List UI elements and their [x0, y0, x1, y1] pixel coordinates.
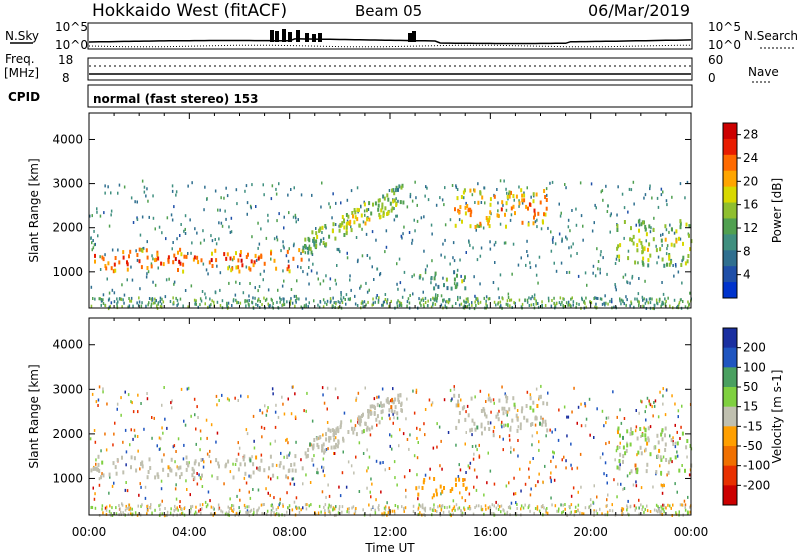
freq-tick-bottom: 8	[62, 71, 70, 85]
station-title: Hokkaido West (fitACF)	[92, 1, 287, 21]
beam-title: Beam 05	[355, 2, 422, 20]
echo-region	[616, 219, 693, 268]
echo-region	[453, 393, 549, 438]
nave-tick-top: 60	[708, 53, 723, 67]
x-tick-label: 20:00	[573, 525, 608, 539]
scatter-pixels	[89, 179, 692, 311]
echo-region	[415, 477, 467, 498]
noise-tick-top-left: 10^5	[55, 20, 88, 34]
velocity-panel: 1000 2000 3000 4000 Slant Range [km] 200 100 50…	[27, 317, 784, 539]
nsky-spike	[296, 30, 300, 42]
colorbar-tick-label: -100	[743, 459, 770, 473]
nsky-spike	[318, 33, 322, 42]
nave-tick-bottom: 0	[708, 71, 716, 85]
noise-panel: N.Sky 10^5 10^0 10^5 10^0 N.Search	[5, 20, 798, 52]
echo-region	[94, 247, 304, 274]
colorbar-label: Velocity [m s-1]	[770, 370, 784, 464]
nsearch-trace	[88, 44, 691, 48]
y-tick-label: 2000	[52, 221, 83, 235]
colorbar-tick-label: -200	[743, 478, 770, 492]
y-tick-label: 4000	[52, 338, 83, 352]
x-axis-label: Time UT	[364, 541, 415, 554]
colorbar-tick-label: 16	[743, 198, 758, 212]
nsky-spike	[312, 34, 316, 42]
echo-region	[302, 183, 405, 255]
colorbar-tick-label: 20	[743, 174, 758, 188]
colorbar-tick-label: 8	[743, 244, 751, 258]
nsky-spike	[270, 30, 274, 42]
echo-region	[304, 393, 403, 462]
colorbar: 4 8 12 16 20 24 28 Power [dB]	[722, 122, 784, 299]
noise-tick-top-right: 10^5	[708, 20, 741, 34]
y-tick-label: 1000	[52, 471, 83, 485]
colorbar-label: Power [dB]	[770, 178, 784, 243]
echo-region	[90, 454, 304, 481]
noise-tick-bottom-left: 10^0	[55, 38, 88, 52]
nsky-label: N.Sky	[5, 29, 39, 43]
y-axis-label: Slant Range [km]	[27, 158, 41, 262]
nsearch-label: N.Search	[744, 29, 798, 43]
colorbar-tick-label: 50	[743, 380, 758, 394]
nsky-spike	[288, 32, 292, 42]
y-axis-label: Slant Range [km]	[27, 364, 41, 468]
freq-panel: Freq. [MHz] 18 8 60 0 Nave	[4, 52, 779, 85]
x-tick-label: 16:00	[473, 525, 508, 539]
cpid-label: CPID	[8, 90, 40, 104]
colorbar-tick-label: 200	[743, 341, 766, 355]
colorbar-tick-label: 28	[743, 128, 758, 142]
date-title: 06/Mar/2019	[588, 1, 690, 20]
nsky-trace	[88, 38, 692, 45]
cpid-panel: CPID normal (fast stereo) 153	[8, 84, 693, 108]
x-tick-label: 08:00	[272, 525, 307, 539]
freq-tick-top: 18	[58, 53, 73, 67]
colorbar-tick-label: 24	[743, 151, 758, 165]
x-tick-label: 04:00	[172, 525, 207, 539]
x-tick-label: 00:00	[72, 525, 107, 539]
nsky-spike	[305, 33, 309, 42]
echo-region	[616, 426, 693, 475]
cpid-mode-text: normal (fast stereo) 153	[93, 92, 259, 106]
nave-label: Nave	[748, 65, 779, 79]
freq-label: Freq.	[5, 52, 35, 66]
y-tick-label: 2000	[52, 427, 83, 441]
y-tick-label: 1000	[52, 265, 83, 279]
nsky-spike	[275, 31, 279, 42]
x-tick-label: 00:00	[674, 525, 709, 539]
noise-tick-bottom-right: 10^0	[708, 38, 741, 52]
colorbar-tick-label: -15	[743, 419, 763, 433]
nsky-spike	[412, 31, 416, 42]
freq-unit-label: [MHz]	[4, 66, 39, 80]
y-tick-label: 3000	[52, 177, 83, 191]
nsky-spike	[282, 29, 286, 42]
colorbar-tick-label: 100	[743, 360, 766, 374]
nsky-spikes	[270, 29, 416, 42]
nsky-spike	[408, 33, 412, 42]
colorbar-tick-label: -50	[743, 439, 763, 453]
echo-region	[418, 270, 467, 291]
echo-region	[454, 188, 548, 229]
colorbar-tick-label: 12	[743, 221, 758, 235]
y-tick-label: 4000	[52, 132, 83, 146]
colorbar-tick-label: 15	[743, 400, 758, 414]
power-panel: 1000 2000 3000 4000 Slant Range [km] 4 8 12 16 20…	[27, 112, 784, 311]
colorbar-tick-label: 4	[743, 268, 751, 282]
y-tick-label: 3000	[52, 382, 83, 396]
x-tick-label: 12:00	[373, 525, 408, 539]
